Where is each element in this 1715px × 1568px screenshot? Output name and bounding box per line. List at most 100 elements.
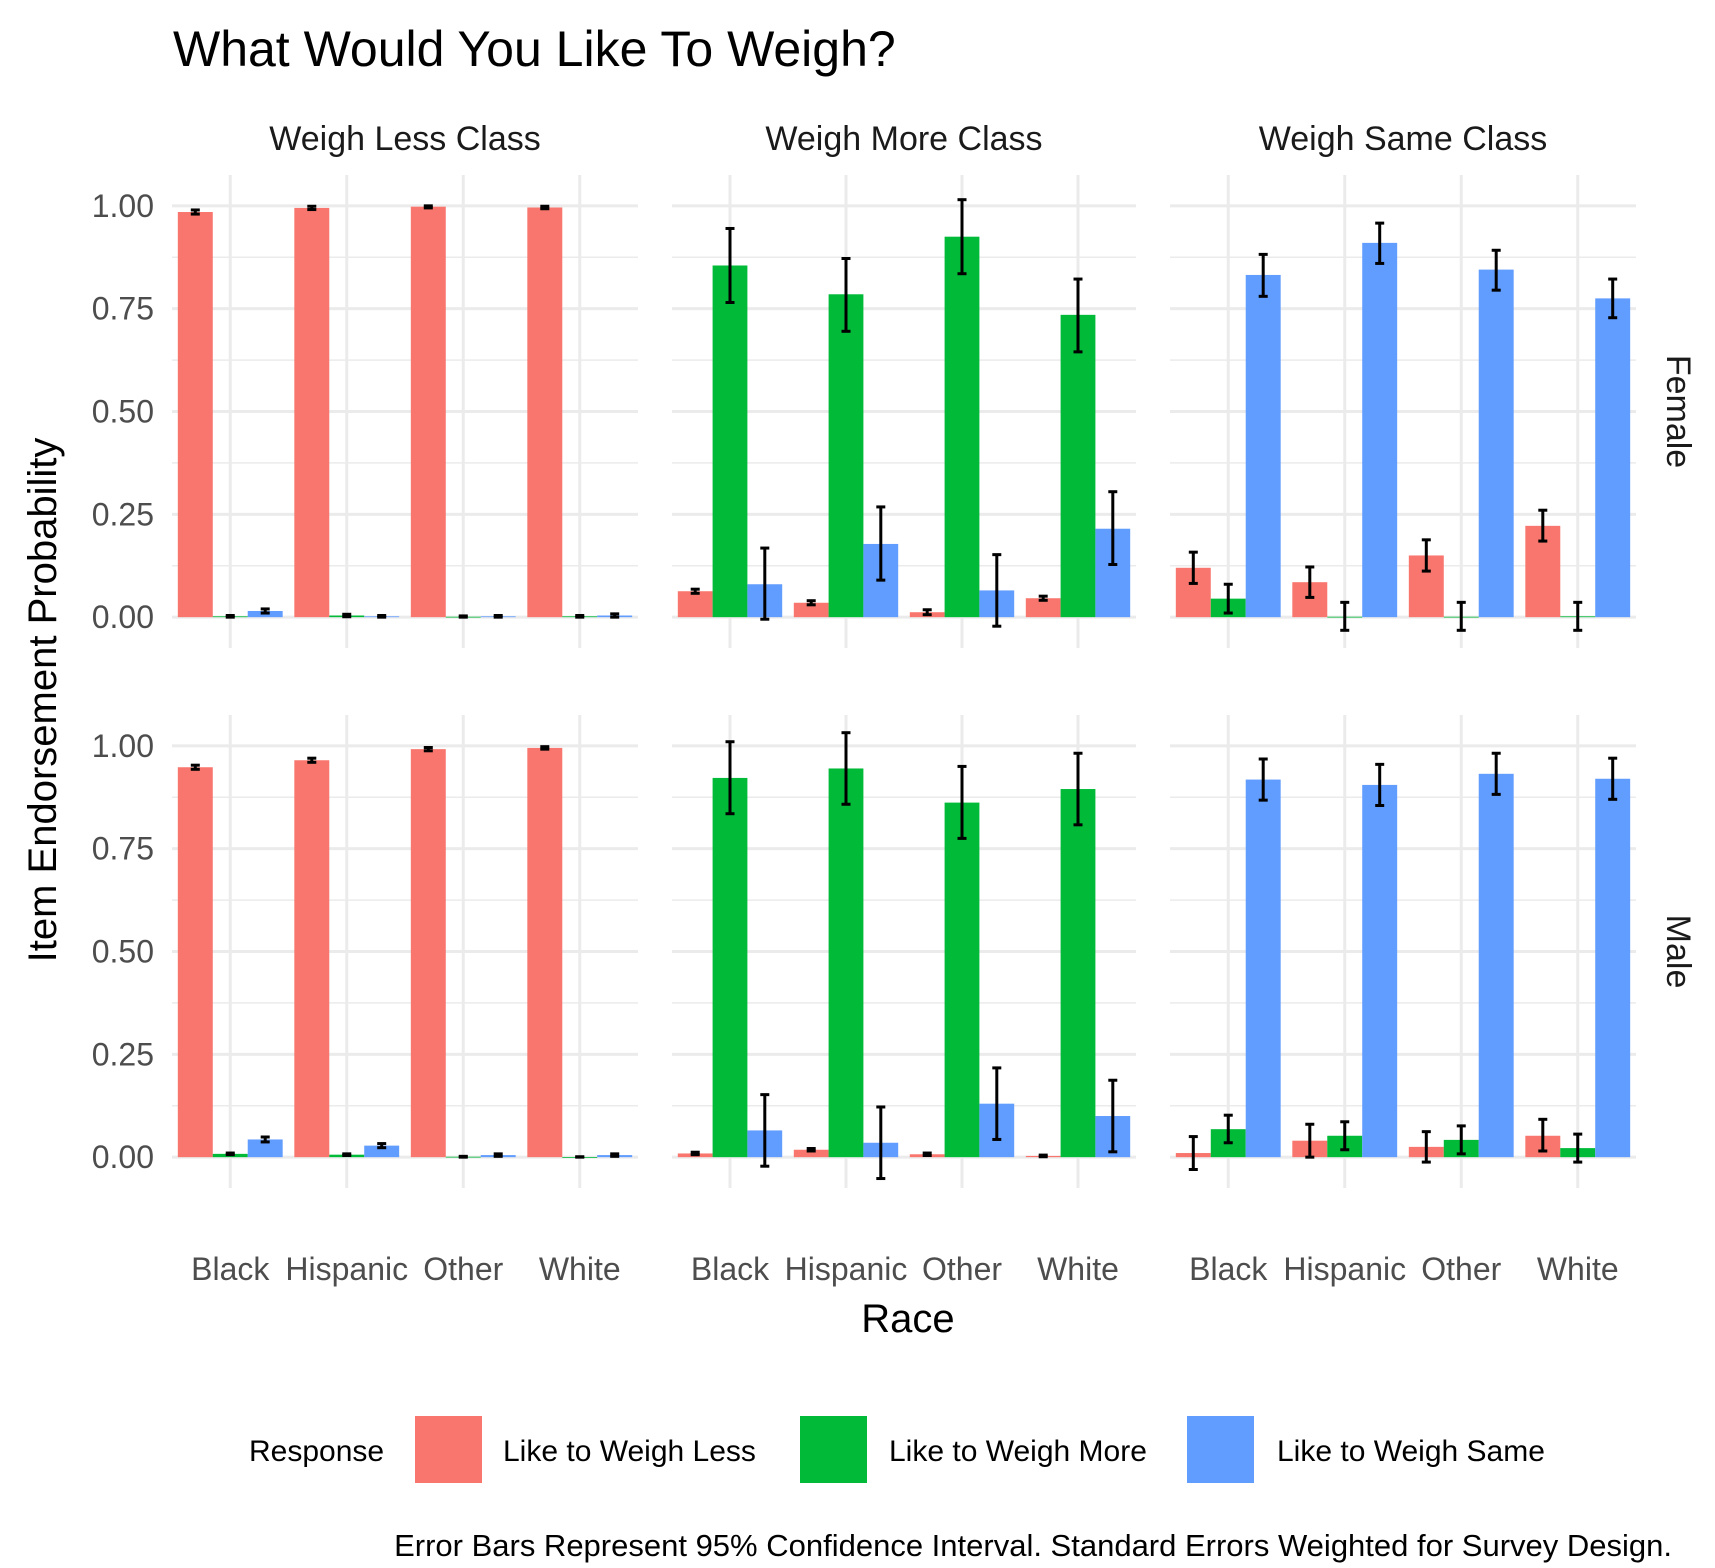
error-bar-like-to-weigh-same-black bbox=[1258, 252, 1268, 298]
error-bar-like-to-weigh-less-white bbox=[1538, 508, 1548, 543]
x-tick-label-other: Other bbox=[1421, 1251, 1501, 1287]
error-bar-like-to-weigh-more-black bbox=[1223, 1113, 1233, 1145]
y-tick-label: 0.75 bbox=[92, 831, 154, 867]
error-bar-like-to-weigh-more-other bbox=[1456, 1124, 1466, 1156]
error-bar-like-to-weigh-less-black bbox=[690, 587, 700, 595]
bar-like-to-weigh-same-hispanic bbox=[1362, 242, 1398, 618]
bar-like-to-weigh-same-hispanic bbox=[364, 1145, 400, 1158]
panels: 0.00 0.25 0.50 0.75 1.00 0.00 0.25 0.50 0.75 1.00… bbox=[92, 175, 1636, 1287]
error-bar-like-to-weigh-less-other bbox=[922, 1151, 932, 1158]
error-bar-like-to-weigh-same-hispanic bbox=[1375, 221, 1385, 265]
bar-like-to-weigh-more-black bbox=[712, 265, 748, 618]
strip-weigh-less-class: Weigh Less Class bbox=[269, 120, 541, 158]
error-bar-like-to-weigh-less-black bbox=[190, 763, 200, 771]
x-tick-label-hispanic: Hispanic bbox=[1283, 1251, 1406, 1287]
error-bar-like-to-weigh-less-white bbox=[540, 204, 550, 211]
y-tick-label: 0.00 bbox=[92, 1139, 154, 1175]
bar-like-to-weigh-more-hispanic bbox=[828, 294, 864, 618]
error-bar-like-to-weigh-more-white bbox=[1573, 1132, 1583, 1164]
bar-like-to-weigh-more-other bbox=[944, 236, 980, 618]
error-bar-like-to-weigh-more-hispanic bbox=[841, 731, 851, 806]
error-bar-like-to-weigh-less-white bbox=[1038, 1153, 1048, 1159]
panel-male-weigh-more-class: Black Hispanic Other White bbox=[672, 715, 1136, 1287]
error-bar-like-to-weigh-more-black bbox=[725, 740, 735, 816]
error-bar-like-to-weigh-less-hispanic bbox=[806, 599, 816, 607]
error-bar-like-to-weigh-less-other bbox=[1421, 1130, 1431, 1164]
x-tick-label-white: White bbox=[539, 1251, 621, 1287]
bar-like-to-weigh-same-black bbox=[1245, 274, 1281, 618]
row-facet-strips: Female Male bbox=[1659, 355, 1697, 989]
x-tick-label-black: Black bbox=[691, 1251, 770, 1287]
error-bar-like-to-weigh-less-black bbox=[1188, 550, 1198, 585]
panel-female-weigh-less-class: 0.00 0.25 0.50 0.75 1.00 bbox=[92, 175, 638, 648]
error-bar-like-to-weigh-more-other bbox=[957, 764, 967, 840]
error-bar-like-to-weigh-same-other bbox=[1491, 751, 1501, 796]
strip-female: Female bbox=[1659, 355, 1697, 468]
strip-weigh-same-class: Weigh Same Class bbox=[1259, 120, 1548, 158]
bar-like-to-weigh-same-black bbox=[247, 1139, 283, 1158]
legend-label: Like to Weigh More bbox=[889, 1435, 1147, 1468]
error-bar-like-to-weigh-same-hispanic bbox=[377, 614, 387, 619]
bar-like-to-weigh-less-hispanic bbox=[793, 1149, 829, 1158]
legend: Response Like to Weigh Less Like to Weigh… bbox=[249, 1416, 1545, 1483]
bar-like-to-weigh-less-hispanic bbox=[793, 602, 829, 618]
error-bar-like-to-weigh-same-white bbox=[1608, 756, 1618, 801]
error-bar-like-to-weigh-same-black bbox=[760, 546, 770, 621]
error-bar-like-to-weigh-less-hispanic bbox=[806, 1147, 816, 1153]
x-tick-label-hispanic: Hispanic bbox=[285, 1251, 408, 1287]
error-bar-like-to-weigh-same-other bbox=[992, 1066, 1002, 1141]
x-tick-label-white: White bbox=[1037, 1251, 1119, 1287]
legend-key bbox=[415, 1416, 482, 1483]
panel-female-weigh-same-class bbox=[1170, 175, 1636, 648]
bar-like-to-weigh-same-other bbox=[1478, 269, 1514, 618]
error-bar-like-to-weigh-more-hispanic bbox=[1340, 600, 1350, 632]
error-bar-like-to-weigh-more-hispanic bbox=[841, 256, 851, 333]
error-bar-like-to-weigh-more-other bbox=[957, 198, 967, 276]
y-tick-label: 0.50 bbox=[92, 394, 154, 430]
x-tick-label-other: Other bbox=[922, 1251, 1002, 1287]
error-bar-like-to-weigh-more-black bbox=[725, 226, 735, 305]
legend-key bbox=[800, 1416, 867, 1483]
legend-title: Response bbox=[249, 1435, 384, 1468]
bar-like-to-weigh-less-hispanic bbox=[294, 760, 330, 1158]
bar-like-to-weigh-less-white bbox=[527, 207, 563, 618]
error-bar-like-to-weigh-less-other bbox=[1421, 538, 1431, 573]
error-bar-like-to-weigh-less-hispanic bbox=[1305, 565, 1315, 599]
error-bar-like-to-weigh-same-other bbox=[1491, 248, 1501, 292]
y-tick-label: 0.00 bbox=[92, 599, 154, 635]
bar-like-to-weigh-more-black bbox=[712, 777, 748, 1158]
error-bar-like-to-weigh-more-white bbox=[1073, 751, 1083, 827]
x-axis-title: Race bbox=[861, 1297, 954, 1341]
bar-like-to-weigh-more-other bbox=[944, 802, 980, 1158]
bar-like-to-weigh-same-white bbox=[1595, 778, 1631, 1158]
bar-like-to-weigh-more-hispanic bbox=[828, 768, 864, 1158]
bar-like-to-weigh-less-black bbox=[677, 591, 713, 618]
error-bar-like-to-weigh-same-white bbox=[1108, 1078, 1118, 1154]
error-bar-like-to-weigh-same-white bbox=[1108, 490, 1118, 567]
legend-item-like-to-weigh-more: Like to Weigh More bbox=[800, 1416, 1147, 1483]
error-bar-like-to-weigh-more-other bbox=[458, 1154, 468, 1159]
bar-like-to-weigh-less-other bbox=[410, 206, 446, 618]
error-bar-like-to-weigh-same-black bbox=[760, 1093, 770, 1168]
error-bar-like-to-weigh-more-white bbox=[1573, 600, 1583, 632]
error-bar-like-to-weigh-less-hispanic bbox=[307, 204, 317, 212]
error-bar-like-to-weigh-same-hispanic bbox=[876, 505, 886, 582]
error-bar-like-to-weigh-less-black bbox=[190, 208, 200, 216]
error-bar-like-to-weigh-more-black bbox=[1223, 582, 1233, 615]
error-bar-like-to-weigh-more-hispanic bbox=[342, 1152, 352, 1158]
bar-like-to-weigh-less-black bbox=[177, 212, 213, 618]
error-bar-like-to-weigh-less-hispanic bbox=[1305, 1122, 1315, 1159]
error-bar-like-to-weigh-same-hispanic bbox=[876, 1105, 886, 1181]
bar-like-to-weigh-same-other bbox=[1478, 773, 1514, 1158]
legend-label: Like to Weigh Same bbox=[1277, 1435, 1545, 1468]
error-bar-like-to-weigh-more-white bbox=[1073, 277, 1083, 354]
panel-male-weigh-same-class: Black Hispanic Other White bbox=[1170, 715, 1636, 1287]
strip-weigh-more-class: Weigh More Class bbox=[765, 120, 1042, 158]
x-tick-label-black: Black bbox=[191, 1251, 270, 1287]
bar-like-to-weigh-same-black bbox=[1245, 779, 1281, 1158]
legend-item-like-to-weigh-less: Like to Weigh Less bbox=[415, 1416, 756, 1483]
error-bar-like-to-weigh-same-other bbox=[493, 614, 503, 619]
legend-item-like-to-weigh-same: Like to Weigh Same bbox=[1187, 1416, 1545, 1483]
error-bar-like-to-weigh-less-other bbox=[423, 745, 433, 753]
bar-like-to-weigh-less-other bbox=[410, 749, 446, 1158]
